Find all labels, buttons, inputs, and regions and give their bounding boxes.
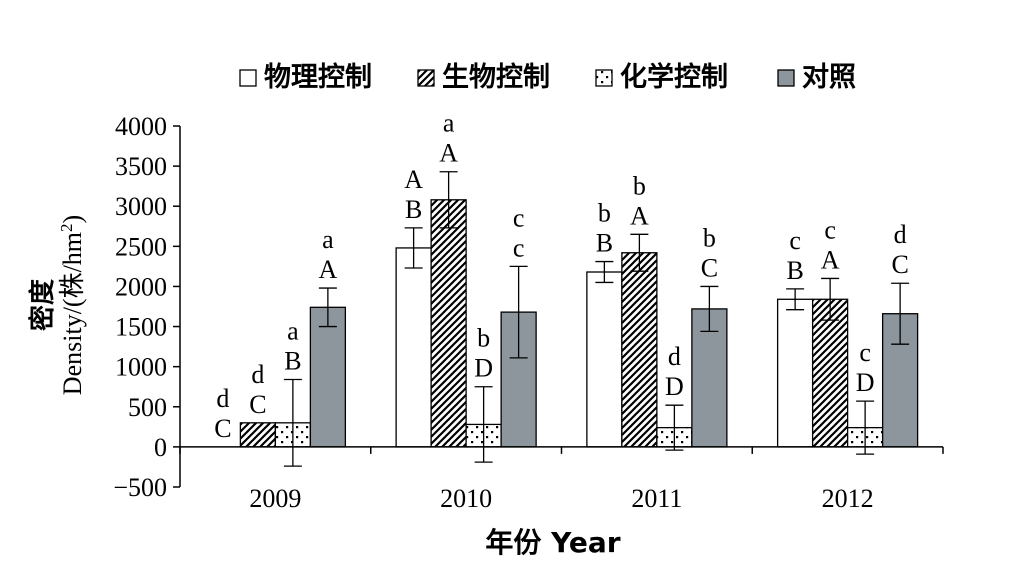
bar-2010-1 — [395, 247, 432, 448]
x-tick-label-2010: 2010 — [440, 484, 492, 513]
sig-label-lower-case: b — [703, 223, 716, 252]
y-axis-title-en-sup: 2 — [57, 223, 76, 232]
sig-label-upper-case: D — [665, 372, 684, 401]
legend-label-2: 生物控制 — [442, 62, 550, 93]
sig-label-upper-case: A — [630, 201, 649, 230]
y-tick-label: 3500 — [115, 152, 167, 181]
sig-label-lower-case: c — [789, 226, 801, 255]
bar-2009-4 — [309, 306, 347, 448]
sig-label-lower-case: b — [598, 199, 611, 228]
x-tick-label-2012: 2012 — [822, 484, 874, 513]
legend-swatch-2 — [417, 69, 435, 87]
sig-label-lower-case: d — [216, 384, 229, 413]
bar-2012-4 — [881, 313, 919, 448]
legend: 物理控制 生物控制 化学控制 对照 — [239, 61, 856, 93]
legend-label-4: 对照 — [802, 62, 856, 93]
sig-label-lower-case: c — [824, 215, 836, 244]
x-axis-title: 年份 Year — [485, 526, 620, 559]
bar-2011-2 — [621, 252, 658, 448]
sig-label-upper-case: A — [439, 139, 458, 168]
sig-label-upper-case: C — [891, 250, 908, 279]
sig-label-upper-case: D — [474, 354, 493, 383]
y-axis-title-en-close: ) — [58, 215, 87, 224]
sig-label-upper-case: B — [786, 256, 803, 285]
y-tick-label: 0 — [154, 433, 167, 462]
x-axis: 2009 2010 2011 2012 — [179, 446, 944, 513]
bar-2011-1 — [586, 271, 623, 448]
y-tick-label: 1000 — [115, 353, 167, 382]
bar-2010-2 — [430, 199, 467, 448]
y-axis: −500 0 500 1000 1500 2000 2500 3000 3500 4000 — [113, 112, 181, 502]
legend-swatch-3 — [595, 69, 613, 87]
bars-layer — [239, 199, 919, 448]
sig-label-upper-case: c — [513, 233, 525, 262]
sig-label-lower-case: b — [477, 324, 490, 353]
sig-label-lower-case: d — [894, 220, 907, 249]
legend-swatch-4 — [777, 69, 795, 87]
x-tick-label-2009: 2009 — [249, 484, 301, 513]
y-tick-label: 2500 — [115, 232, 167, 261]
sig-label-upper-case: A — [318, 255, 337, 284]
sig-label-upper-case: D — [856, 368, 875, 397]
y-axis-title: 密度 Density/(株/hm2) — [27, 215, 87, 395]
bar-2012-1 — [776, 298, 814, 448]
sig-label-upper-case: C — [701, 253, 718, 282]
y-tick-label: 500 — [128, 393, 167, 422]
sig-label-lower-case: c — [513, 203, 525, 232]
sig-label-upper-case: C — [249, 390, 266, 419]
legend-label-1: 物理控制 — [264, 62, 372, 93]
sig-label-lower-case: d — [251, 360, 264, 389]
sig-label-upper-case: A — [821, 245, 840, 274]
legend-label-3: 化学控制 — [620, 61, 728, 93]
sig-label-lower-case: a — [322, 225, 334, 254]
sig-label-upper-case: B — [405, 195, 422, 224]
sig-label-upper-case: B — [596, 229, 613, 258]
y-axis-title-en-main: Density/(株/hm — [58, 232, 87, 395]
sig-label-lower-case: d — [668, 342, 681, 371]
bar-2012-2 — [811, 298, 849, 448]
y-tick-label: 1500 — [115, 313, 167, 342]
sig-label-lower-case: b — [633, 171, 646, 200]
x-tick-label-2011: 2011 — [631, 484, 682, 513]
sig-label-lower-case: a — [287, 317, 299, 346]
y-axis-title-en: Density/(株/hm2) — [57, 215, 88, 395]
sig-label-lower-case: a — [443, 109, 455, 138]
sig-label-lower-case: A — [404, 165, 423, 194]
y-tick-label: 2000 — [115, 272, 167, 301]
sig-label-upper-case: B — [284, 347, 301, 376]
sig-label-lower-case: c — [859, 338, 871, 367]
y-tick-label: −500 — [113, 473, 167, 502]
y-tick-label: 3000 — [115, 192, 167, 221]
sig-label-upper-case: C — [214, 414, 231, 443]
legend-swatch-1 — [239, 69, 257, 87]
y-axis-title-cn: 密度 — [27, 279, 58, 331]
bar-2009-2 — [239, 422, 277, 448]
error-bars-layer — [283, 171, 910, 467]
y-tick-label: 4000 — [115, 112, 167, 141]
